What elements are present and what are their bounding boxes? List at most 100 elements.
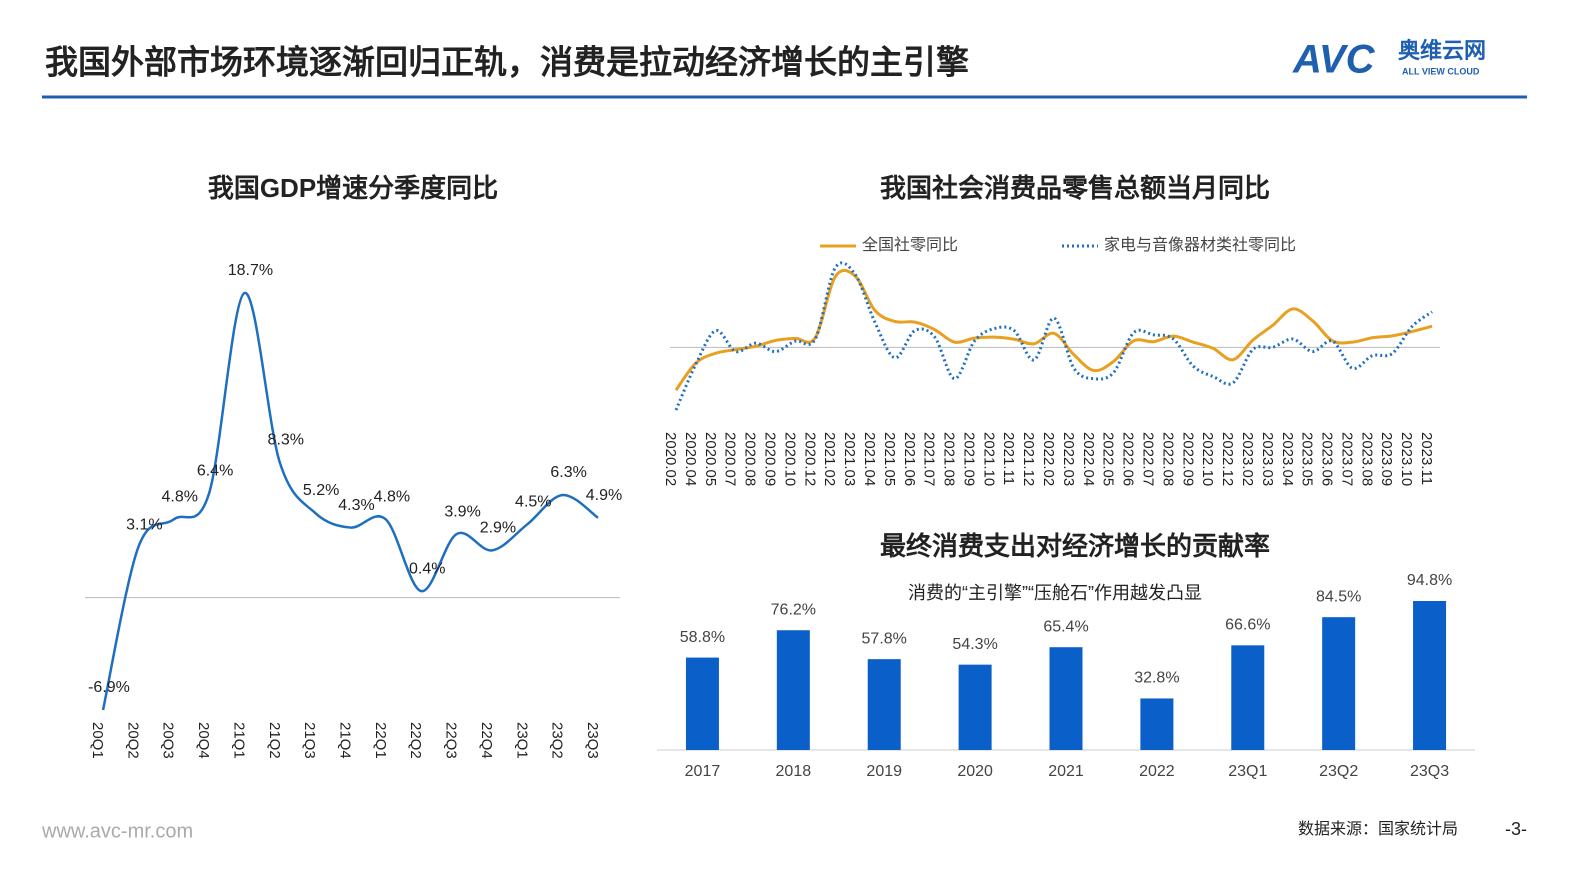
chart-title: 我国社会消费品零售总额当月同比: [880, 173, 1270, 203]
x-tick-label: 23Q2: [549, 722, 566, 759]
data-label: 6.4%: [197, 463, 233, 480]
x-tick-label: 2022.09: [1179, 432, 1196, 486]
data-label: 0.4%: [409, 560, 445, 577]
x-tick-label: 2021: [1048, 763, 1084, 780]
x-tick-label: 21Q4: [337, 722, 354, 759]
slide-title: 我国外部市场环境逐渐回归正轨，消费是拉动经济增长的主引擎: [45, 44, 969, 81]
x-tick-label: 2020.09: [762, 432, 779, 486]
x-tick-label: 2020.12: [801, 432, 818, 486]
data-label: 4.8%: [374, 489, 410, 506]
x-tick-label: 2023.09: [1378, 432, 1395, 486]
x-tick-label: 23Q3: [1410, 763, 1449, 780]
data-label: 18.7%: [228, 262, 273, 279]
x-tick-label: 22Q1: [372, 722, 389, 759]
x-tick-label: 2022.06: [1120, 432, 1137, 486]
x-tick-label: 23Q1: [513, 722, 530, 759]
data-label: 76.2%: [771, 601, 816, 618]
x-tick-label: 2021.09: [960, 432, 977, 486]
x-tick-label: 21Q2: [266, 722, 283, 759]
data-label: 6.3%: [550, 464, 586, 481]
x-tick-label: 2020.05: [702, 432, 719, 486]
bar: [1231, 645, 1265, 750]
x-tick-label: 2023.11: [1418, 432, 1435, 485]
logo-mark: AVC: [1292, 38, 1376, 82]
x-tick-label: 2022.04: [1080, 432, 1097, 486]
x-tick-label: 2020.04: [682, 432, 699, 486]
x-tick-label: 2023.02: [1239, 432, 1256, 486]
source-note: 数据来源：国家统计局: [1298, 820, 1458, 838]
line: [101, 291, 599, 711]
data-label: 66.6%: [1225, 617, 1270, 634]
chart-title: 最终消费支出对经济增长的贡献率: [880, 531, 1270, 561]
x-tick-label: 2021.08: [941, 432, 958, 486]
data-label: 58.8%: [680, 629, 725, 646]
x-tick-label: 2022.03: [1060, 432, 1077, 486]
data-label: 3.9%: [444, 503, 480, 520]
bar: [685, 657, 719, 750]
x-tick-label: 22Q3: [443, 722, 460, 759]
x-tick-label: 2022.08: [1159, 432, 1176, 486]
data-label: 4.9%: [586, 487, 622, 504]
x-tick-label: 2022.02: [1040, 432, 1057, 486]
legend-label: 全国社零同比: [862, 236, 958, 254]
x-tick-label: 20Q1: [89, 722, 106, 759]
x-tick-label: 2021.11: [1000, 432, 1017, 485]
x-tick-label: 23Q3: [584, 722, 601, 759]
x-tick-label: 23Q2: [1319, 763, 1358, 780]
data-label: 32.8%: [1134, 670, 1179, 687]
page-number: -3-: [1505, 819, 1527, 839]
x-tick-label: 2020.10: [781, 432, 798, 486]
x-tick-label: 21Q3: [301, 722, 318, 759]
x-tick-label: 2021.06: [901, 432, 918, 486]
x-tick-label: 22Q2: [407, 722, 424, 759]
x-tick-label: 2023.06: [1319, 432, 1336, 486]
bar: [1322, 617, 1356, 750]
x-tick-label: 2021.07: [921, 432, 938, 486]
x-tick-label: 2020.02: [662, 432, 679, 486]
x-tick-label: 21Q1: [230, 722, 247, 759]
x-tick-label: 2023.08: [1358, 432, 1375, 486]
bar: [1049, 647, 1083, 750]
x-tick-label: 20Q2: [124, 722, 141, 759]
x-tick-label: 2017: [685, 763, 721, 780]
x-tick-label: 2020.07: [722, 432, 739, 486]
x-tick-label: 2020: [957, 763, 993, 780]
x-tick-label: 2021.05: [881, 432, 898, 486]
x-tick-label: 2019: [866, 763, 902, 780]
x-tick-label: 2023.07: [1338, 432, 1355, 486]
data-label: 5.2%: [303, 482, 339, 499]
line: [674, 268, 1433, 392]
bar: [1140, 698, 1174, 750]
data-label: 8.3%: [268, 432, 304, 449]
x-tick-label: 2022.12: [1219, 432, 1236, 486]
x-tick-label: 2022.07: [1140, 432, 1157, 486]
data-label: 4.8%: [161, 489, 197, 506]
bar: [867, 659, 901, 750]
x-tick-label: 2021.12: [1020, 432, 1037, 486]
x-tick-label: 20Q4: [195, 722, 212, 759]
x-tick-label: 20Q3: [160, 722, 177, 759]
x-tick-label: 2022.10: [1199, 432, 1216, 486]
x-tick-label: 23Q1: [1228, 763, 1267, 780]
chart-title: 我国GDP增速分季度同比: [208, 173, 498, 203]
bar: [1413, 601, 1447, 750]
line: [674, 261, 1433, 411]
legend-label: 家电与音像器材类社零同比: [1104, 236, 1296, 254]
data-label: -6.9%: [88, 679, 130, 696]
data-label: 54.3%: [952, 636, 997, 653]
website: www.avc-mr.com: [41, 820, 193, 842]
bar: [776, 630, 810, 750]
x-tick-label: 2021.02: [821, 432, 838, 486]
x-tick-label: 2023.04: [1279, 432, 1296, 486]
x-tick-label: 2022: [1139, 763, 1175, 780]
data-label: 4.3%: [338, 497, 374, 514]
data-label: 84.5%: [1316, 588, 1361, 605]
data-label: 3.1%: [126, 516, 162, 533]
x-tick-label: 2021.03: [841, 432, 858, 486]
x-tick-label: 2023.10: [1398, 432, 1415, 486]
data-label: 94.8%: [1407, 572, 1452, 589]
x-tick-label: 22Q4: [478, 722, 495, 759]
logo-name: 奥维云网: [1398, 38, 1486, 63]
data-label: 65.4%: [1043, 618, 1088, 635]
